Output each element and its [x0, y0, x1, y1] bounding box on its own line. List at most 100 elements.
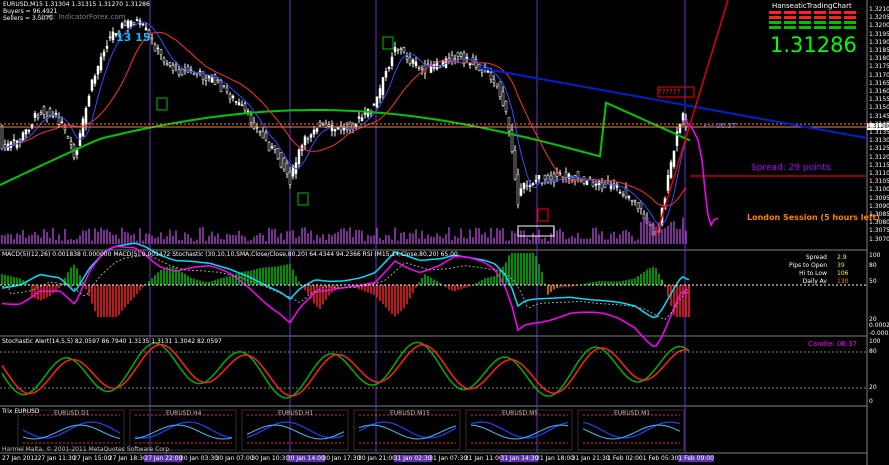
- candle-body: [489, 72, 493, 80]
- candle-body: [333, 129, 337, 132]
- candle-body: [519, 188, 523, 196]
- candle-body: [309, 134, 313, 138]
- candle-body: [441, 60, 445, 67]
- candle-body: [456, 51, 460, 57]
- time-tick: 1 Feb 02:00: [607, 455, 643, 462]
- volume-bars: [1, 217, 687, 244]
- candle-body: [630, 199, 634, 202]
- candle-body: [408, 56, 412, 64]
- info-label: Daily Av: [802, 278, 827, 285]
- time-tick: 30 Jan 17:30: [322, 455, 361, 462]
- candle-body: [450, 54, 454, 62]
- time-tick: 31 Jan 21:30: [571, 455, 610, 462]
- info-value: 106: [837, 270, 849, 277]
- candle-body: [303, 136, 307, 146]
- candle-body: [585, 180, 589, 185]
- price-tick: 1.31800: [869, 55, 889, 63]
- candle-body: [147, 29, 151, 35]
- candle-body: [297, 149, 301, 164]
- candle-body: [123, 21, 127, 26]
- candle-body: [636, 202, 640, 209]
- price-tick: 1.30950: [869, 194, 889, 202]
- marker-box: [382, 36, 394, 50]
- price-tick: 1.31750: [869, 63, 889, 71]
- strength-cell: [814, 11, 826, 14]
- candle-body: [288, 171, 292, 185]
- candle-body: [405, 56, 409, 60]
- spread-label: Spread: 29 points.: [751, 163, 834, 173]
- candle-body: [81, 118, 85, 137]
- sellers-info: Sellers = 3.5079: [3, 15, 53, 22]
- candle-body: [114, 33, 118, 36]
- candle-body: [621, 194, 625, 196]
- candle-body: [426, 63, 430, 66]
- candle-body: [231, 95, 235, 99]
- candle-body: [537, 175, 541, 180]
- price-tick: 1.30700: [869, 235, 889, 243]
- candle-body: [234, 101, 238, 103]
- marker-box: [537, 208, 549, 222]
- candle-body: [216, 79, 220, 82]
- candle-body: [189, 68, 193, 71]
- candle-body: [399, 48, 403, 51]
- candle-body: [0, 125, 4, 150]
- candle-body: [39, 112, 43, 115]
- trix-panel-label: EURUSD M5: [502, 410, 539, 417]
- candle-body: [237, 102, 241, 105]
- candle-body: [258, 130, 262, 133]
- strength-cell: [784, 16, 796, 19]
- trix-line: [358, 421, 457, 439]
- candle-body: [126, 20, 130, 28]
- time-tick: 27 Jan 11:30: [37, 455, 76, 462]
- candle-body: [468, 63, 472, 66]
- stoch-scale-tick: 20: [869, 384, 877, 391]
- candle-body: [315, 128, 319, 132]
- stoch-main-line: [1, 341, 690, 399]
- candle-body: [111, 31, 115, 41]
- time-tick: 30 Jan 10:30: [251, 455, 290, 462]
- blue-trendline: [479, 67, 868, 139]
- price-tick: 1.31600: [869, 88, 889, 95]
- price-tick: 1.31850: [869, 47, 889, 54]
- strength-cell: [844, 16, 856, 19]
- time-tick: 1 Feb 09:00: [678, 455, 714, 462]
- price-tick: 1.32000: [869, 22, 889, 30]
- strength-cell: [769, 26, 781, 29]
- candle-body: [471, 57, 475, 65]
- candle-body: [495, 83, 499, 87]
- candle-body: [384, 70, 388, 78]
- trix-signal: [134, 424, 233, 440]
- candle-body: [63, 127, 67, 131]
- stoch-title: Stochastic Alert(14,5,5) 82.0597 86.7940…: [2, 338, 222, 345]
- candle-body: [186, 66, 190, 73]
- candle-body: [480, 69, 484, 73]
- candle-body: [546, 174, 550, 183]
- candle-body: [30, 124, 34, 129]
- price-tick: 1.31000: [869, 186, 889, 194]
- candle-body: [510, 129, 514, 152]
- strength-cell: [799, 16, 811, 19]
- candle-body: [177, 69, 181, 76]
- candle-body: [435, 60, 439, 70]
- price-tick: 1.31250: [869, 145, 889, 153]
- candle-body: [264, 132, 268, 141]
- candle-body: [174, 64, 178, 67]
- candle-body: [201, 71, 205, 80]
- candle-body: [528, 185, 532, 187]
- macd-scale-tick: -0.00033: [869, 330, 889, 337]
- candle-body: [225, 87, 229, 92]
- time-tick: 1 Feb 05:30: [642, 455, 679, 462]
- macd-scale-tick: 0.00020: [869, 322, 889, 329]
- candle-body: [672, 150, 676, 167]
- info-row: Daily Av 130: [745, 278, 865, 286]
- candle-body: [501, 91, 505, 106]
- stoch-scale-tick: 0: [869, 398, 873, 405]
- candle-body: [474, 59, 478, 68]
- info-value: 2.9: [837, 254, 847, 261]
- candle-body: [381, 77, 385, 95]
- strength-cell: [844, 26, 856, 29]
- strength-cell: [769, 11, 781, 14]
- trix-line: [134, 421, 233, 439]
- strength-cell: [799, 26, 811, 29]
